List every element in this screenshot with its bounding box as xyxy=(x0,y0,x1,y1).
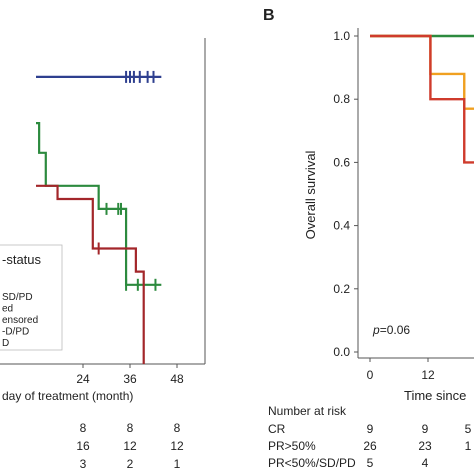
panel-a-series xyxy=(36,70,162,364)
panel-b-y-label: Overall survival xyxy=(303,150,318,239)
panel-a-risk-value: 8 xyxy=(127,421,134,435)
panel-b-y-tick-label: 0.2 xyxy=(333,282,350,296)
panel-b-risk-row-label: PR>50% xyxy=(268,439,316,453)
panel-b-risk-value: 5 xyxy=(465,422,472,436)
panel-b-y-tick-label: 0.4 xyxy=(333,219,350,233)
panel-b-y-tick-label: 0.6 xyxy=(333,155,350,169)
panel-b-y-tick-label: 0.0 xyxy=(333,345,350,359)
panel-a-legend-entry: -D/PD xyxy=(2,327,29,338)
panel-b-risk-title: Number at risk xyxy=(268,404,347,418)
panel-a-risk-value: 8 xyxy=(174,421,181,435)
panel-b-series-line xyxy=(370,34,474,164)
panel-a-risk-value: 3 xyxy=(80,457,87,471)
panel-a-series-line xyxy=(36,184,145,364)
panel-b-y-tick-label: 1.0 xyxy=(333,29,350,43)
panel-b-y-tick-label: 0.8 xyxy=(333,92,350,106)
panel-b-x-tick-label: 12 xyxy=(421,368,435,382)
panel-a-legend-title: -status xyxy=(2,252,42,267)
panel-a-x-tick-label: 48 xyxy=(170,372,184,386)
panel-b-p-value-prefix: p xyxy=(372,323,380,337)
panel-b-risk-value: 26 xyxy=(363,439,377,453)
panel-a-risk-value: 8 xyxy=(80,421,87,435)
panel-a-x-label: day of treatment (month) xyxy=(2,389,133,403)
panel-a-risk-value: 12 xyxy=(170,439,184,453)
panel-b-risk-row-label: PR<50%/SD/PD xyxy=(268,456,356,470)
panel-b-risk-table: CR 9 9 5 PR>50% 26 23 1 PR<50%/SD/PD 5 4 xyxy=(268,422,472,470)
panel-b-p-value: p=0.06 xyxy=(372,323,410,337)
panel-b-p-value-rest: =0.06 xyxy=(380,323,411,337)
panel-b-risk-value: 9 xyxy=(422,422,429,436)
panel-a-legend-entry: ensored xyxy=(2,315,38,326)
panel-b-risk-value: 1 xyxy=(465,439,472,453)
panel-a-risk-value: 1 xyxy=(174,457,181,471)
panel-b-series-line xyxy=(370,34,474,110)
panel-a-risk-value: 12 xyxy=(123,439,137,453)
panel-a-x-ticks: 24 36 48 xyxy=(76,364,184,386)
panel-b-label: B xyxy=(263,7,275,24)
panel-b: B 0.00.20.40.60.81.0 01224 Overall survi… xyxy=(263,7,474,470)
panel-b-x-ticks: 01224 xyxy=(367,358,435,382)
panel-b-x-tick-label: 0 xyxy=(367,368,374,382)
panel-a-legend-entry: D xyxy=(2,338,9,349)
panel-a-legend-entry: ed xyxy=(2,304,13,315)
panel-b-risk-value: 23 xyxy=(418,439,432,453)
panel-b-y-ticks: 0.0 0.2 0.4 0.6 0.8 1.0 xyxy=(333,29,358,359)
panel-b-risk-value: 5 xyxy=(367,456,374,470)
panel-a-x-tick-label: 36 xyxy=(123,372,137,386)
panel-b-risk-value: 9 xyxy=(367,422,374,436)
panel-a-risk-value: 16 xyxy=(76,439,90,453)
panel-b-risk-value: 4 xyxy=(422,456,429,470)
panel-b-series xyxy=(370,34,474,164)
panel-a-series-line xyxy=(36,121,162,286)
panel-b-x-label: Time since xyxy=(404,388,466,403)
panel-a-risk-value: 2 xyxy=(127,457,134,471)
panel-a-legend-entry: SD/PD xyxy=(2,292,33,303)
panel-a-legend xyxy=(0,244,63,351)
panel-a-x-tick-label: 24 xyxy=(76,372,90,386)
panel-b-risk-row-label: CR xyxy=(268,422,286,436)
panel-a-risk-table: 8 8 8 16 12 12 3 2 1 xyxy=(76,421,184,471)
